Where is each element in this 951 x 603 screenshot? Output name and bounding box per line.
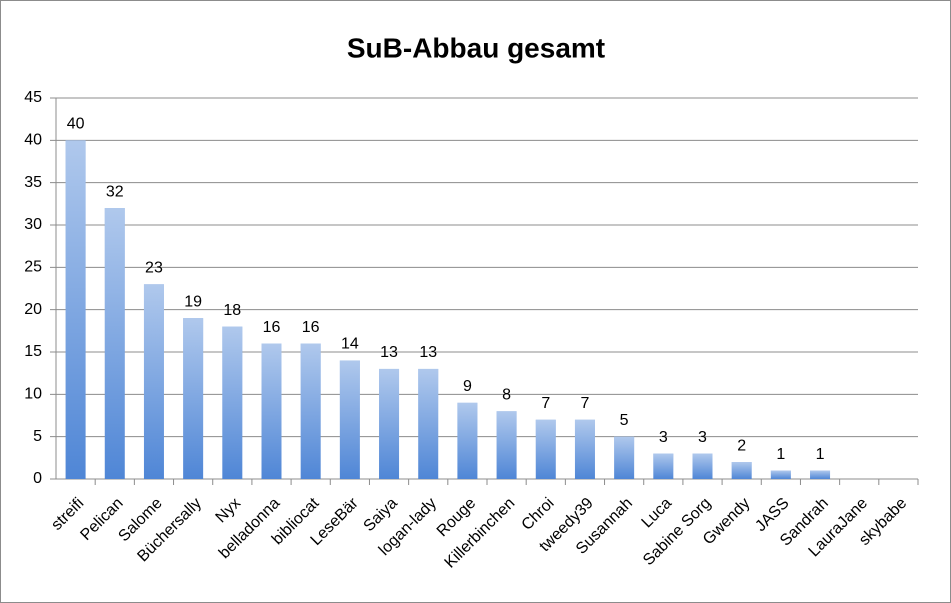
chart-title: SuB-Abbau gesamt bbox=[347, 32, 605, 63]
data-label: 7 bbox=[541, 395, 550, 412]
bar-shine bbox=[183, 318, 204, 479]
bar-shine bbox=[770, 470, 791, 479]
bar-shine bbox=[810, 470, 831, 479]
bar-shine bbox=[731, 462, 752, 479]
data-label: 32 bbox=[106, 183, 124, 200]
y-tick-label: 5 bbox=[33, 428, 42, 445]
data-label: 9 bbox=[463, 378, 472, 395]
data-label: 1 bbox=[776, 446, 785, 463]
y-tick-label: 10 bbox=[24, 386, 42, 403]
data-label: 7 bbox=[581, 395, 590, 412]
data-label: 16 bbox=[302, 319, 320, 336]
data-label: 16 bbox=[263, 319, 281, 336]
y-tick-label: 25 bbox=[24, 259, 42, 276]
data-label: 19 bbox=[184, 293, 202, 310]
bar-shine bbox=[379, 368, 400, 479]
data-label: 14 bbox=[341, 336, 359, 353]
bar-shine bbox=[418, 368, 439, 479]
bar-shine bbox=[535, 419, 556, 479]
bar-shine bbox=[143, 284, 164, 479]
data-label: 18 bbox=[223, 302, 241, 319]
data-label: 8 bbox=[502, 386, 511, 403]
y-tick-label: 35 bbox=[24, 174, 42, 191]
bar-shine bbox=[457, 402, 478, 479]
data-label: 40 bbox=[67, 116, 85, 133]
y-tick-label: 0 bbox=[33, 470, 42, 487]
data-label: 5 bbox=[620, 412, 629, 429]
y-tick-label: 45 bbox=[24, 89, 42, 106]
data-label: 23 bbox=[145, 259, 163, 276]
y-tick-label: 40 bbox=[24, 132, 42, 149]
data-label: 13 bbox=[380, 344, 398, 361]
bar-shine bbox=[222, 326, 243, 479]
bar-shine bbox=[104, 208, 125, 480]
data-label: 13 bbox=[419, 344, 437, 361]
bar-shine bbox=[65, 140, 86, 480]
data-label: 3 bbox=[659, 429, 668, 446]
y-tick-label: 20 bbox=[24, 301, 42, 318]
y-tick-label: 30 bbox=[24, 216, 42, 233]
data-label: 1 bbox=[816, 446, 825, 463]
data-label: 3 bbox=[698, 429, 707, 446]
data-label: 2 bbox=[737, 437, 746, 454]
bar-shine bbox=[339, 360, 360, 479]
bar-shine bbox=[574, 419, 595, 479]
bar-shine bbox=[653, 453, 674, 479]
bar-shine bbox=[300, 343, 321, 479]
bar-shine bbox=[692, 453, 713, 479]
bar-shine bbox=[496, 411, 517, 479]
y-tick-label: 15 bbox=[24, 343, 42, 360]
bar-shine bbox=[614, 436, 635, 479]
bar-shine bbox=[261, 343, 282, 479]
